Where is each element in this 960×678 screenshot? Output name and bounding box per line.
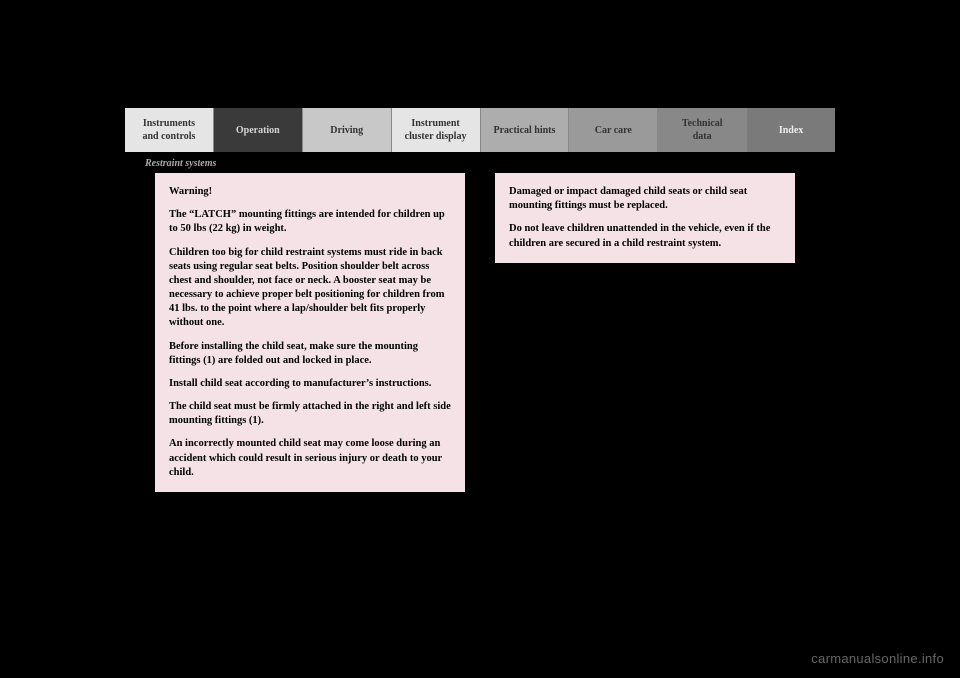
warning-text: The “LATCH” mounting fittings are intend…	[169, 208, 451, 236]
tab-instrument-cluster-display[interactable]: Instrument cluster display	[392, 108, 481, 152]
content-area: Warning! The “LATCH” mounting fittings a…	[125, 173, 835, 492]
tab-technical-data[interactable]: Technical data	[658, 108, 747, 152]
tab-driving[interactable]: Driving	[303, 108, 392, 152]
tab-operation[interactable]: Operation	[214, 108, 303, 152]
watermark: carmanualsonline.info	[811, 651, 944, 666]
warning-box-right: Damaged or impact damaged child seats or…	[495, 173, 795, 263]
tab-car-care[interactable]: Car care	[569, 108, 658, 152]
warning-text: Children too big for child restraint sys…	[169, 246, 451, 331]
nav-tabs: Instruments and controls Operation Drivi…	[125, 108, 835, 152]
manual-page: Instruments and controls Operation Drivi…	[125, 108, 835, 558]
warning-text: The child seat must be firmly attached i…	[169, 400, 451, 428]
warning-text: Install child seat according to manufact…	[169, 377, 451, 391]
tab-practical-hints[interactable]: Practical hints	[481, 108, 570, 152]
warning-text: An incorrectly mounted child seat may co…	[169, 437, 451, 480]
section-title: Restraint systems	[145, 158, 835, 169]
tab-index[interactable]: Index	[747, 108, 835, 152]
warning-box-left: Warning! The “LATCH” mounting fittings a…	[155, 173, 465, 492]
warning-text: Do not leave children unattended in the …	[509, 222, 781, 250]
tab-instruments-controls[interactable]: Instruments and controls	[125, 108, 214, 152]
warning-text: Damaged or impact damaged child seats or…	[509, 185, 781, 213]
warning-title: Warning!	[169, 185, 451, 199]
warning-text: Before installing the child seat, make s…	[169, 340, 451, 368]
